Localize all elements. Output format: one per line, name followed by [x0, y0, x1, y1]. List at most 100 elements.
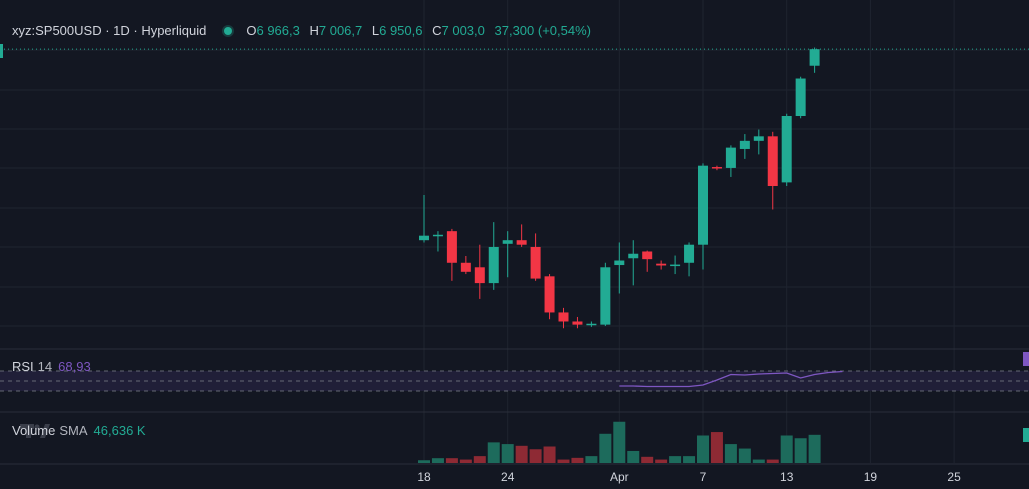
rsi-legend[interactable]: RSI 14 68,93 [12, 359, 91, 374]
rsi-name: RSI [12, 359, 34, 374]
candle-up [670, 255, 681, 275]
x-tick-label: 7 [700, 470, 707, 484]
candle-up [684, 242, 695, 277]
candle-body [600, 267, 611, 325]
volume-series [418, 421, 821, 463]
rsi-value: 68,93 [58, 359, 91, 374]
volume-bar-up [724, 444, 737, 463]
candle-body [530, 246, 541, 279]
candle-body [739, 140, 750, 149]
left-edge-marker [0, 44, 3, 58]
volume-bar-up [808, 434, 821, 463]
rsi-param: 14 [37, 359, 53, 374]
candle-up [600, 262, 611, 326]
candle-body [711, 167, 722, 169]
volume-bar-down [473, 456, 486, 463]
candle-up [739, 134, 750, 159]
symbol-legend[interactable]: xyz:SP500USD · 1D · Hyperliquid O6 966,3… [12, 23, 597, 38]
volume-bar-down [641, 456, 654, 463]
candle-body [460, 262, 471, 272]
candle-body [753, 136, 764, 141]
low-value: 6 950,6 [379, 23, 423, 38]
volume-bar-down [543, 446, 556, 463]
rsi-pane [0, 370, 1029, 392]
candle-body [558, 312, 569, 322]
low-label: L [371, 23, 380, 38]
x-tick-label: 24 [501, 470, 515, 484]
volume-bar-up [613, 421, 626, 463]
candle-down [544, 274, 555, 320]
candle-down [460, 256, 471, 275]
rsi-line [619, 370, 843, 388]
candle-body [614, 260, 625, 266]
volume-bar-up [683, 456, 696, 463]
candle-up [488, 222, 499, 290]
candle-up [809, 47, 820, 73]
candle-up [753, 129, 764, 155]
candle-body [628, 253, 639, 259]
candle-body [670, 264, 681, 267]
candle-down [530, 233, 541, 281]
volume-legend[interactable]: Volume SMA 46,636 K [12, 423, 146, 438]
change-value: 37,300 (+0,54%) [494, 23, 591, 38]
volume-bar-up [738, 448, 751, 463]
candle-body [795, 78, 806, 116]
ohlc-values: O6 966,3 H7 006,7 L6 950,6 C7 003,0 37,3… [246, 23, 597, 38]
volume-name: Volume [12, 423, 56, 438]
candle-up [432, 231, 443, 252]
candle-body [586, 323, 597, 326]
candle-down [516, 224, 527, 247]
volume-param: SMA [59, 423, 88, 438]
candle-body [642, 251, 653, 260]
candle-body [572, 321, 583, 325]
volume-bar-up [669, 456, 682, 463]
candle-up [628, 240, 639, 286]
volume-bar-down [710, 432, 723, 463]
volume-bar-up [752, 459, 765, 463]
volume-bar-down [515, 445, 528, 463]
symbol-title[interactable]: xyz:SP500USD · 1D · Hyperliquid [12, 23, 207, 38]
candle-down [711, 165, 722, 171]
pane-separators [0, 348, 1029, 465]
candle-body [544, 276, 555, 313]
close-value: 7 003,0 [441, 23, 485, 38]
candle-body [656, 263, 667, 266]
candle-up [725, 145, 736, 177]
candle-down [642, 250, 653, 272]
open-value: 6 966,3 [256, 23, 300, 38]
candle-body [432, 234, 443, 237]
volume-bar-down [557, 459, 570, 463]
volume-bar-down [571, 457, 584, 463]
volume-bar-up [431, 458, 444, 463]
time-axis[interactable]: 18 24 Apr 7 13 19 25 [417, 470, 961, 484]
open-label: O [246, 23, 257, 38]
x-tick-label: 13 [780, 470, 794, 484]
volume-bar-up [418, 460, 430, 463]
tradingview-logo-icon[interactable] [20, 416, 50, 442]
volume-bar-up [487, 442, 500, 463]
candle-down [558, 307, 569, 329]
volume-bar-up [697, 435, 709, 463]
candle-body [781, 116, 792, 183]
candle-up [419, 195, 429, 243]
candle-up [781, 113, 792, 186]
candle-up [698, 163, 708, 270]
x-tick-label: Apr [610, 470, 629, 484]
candle-up [795, 76, 806, 119]
high-label: H [309, 23, 319, 38]
candle-body [474, 267, 485, 284]
candle-up [586, 321, 597, 327]
candle-body [488, 246, 499, 284]
candle-body [419, 235, 429, 241]
volume-bar-up [627, 450, 640, 463]
x-tick-label: 18 [417, 470, 431, 484]
candle-body [684, 244, 695, 263]
candle-body [446, 231, 457, 263]
high-value: 7 006,7 [318, 23, 363, 38]
x-tick-label: 19 [864, 470, 878, 484]
volume-price-label-marker [1023, 428, 1029, 442]
volume-sma-value: 46,636 K [93, 423, 146, 438]
volume-bar-down [655, 459, 668, 463]
volume-bar-up [585, 456, 598, 463]
